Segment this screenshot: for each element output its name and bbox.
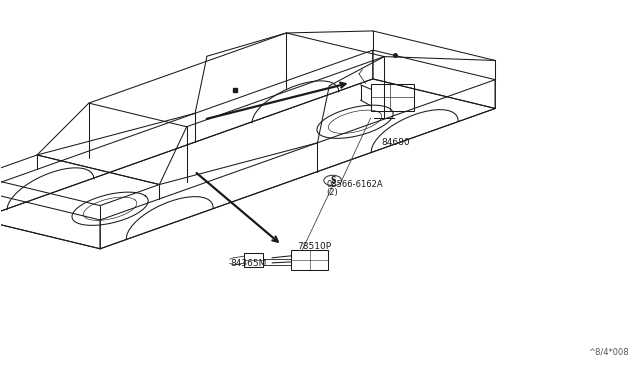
Text: 84680: 84680 bbox=[381, 138, 410, 147]
Text: S: S bbox=[330, 176, 335, 185]
Text: 08566-6162A: 08566-6162A bbox=[326, 180, 383, 189]
Text: (2): (2) bbox=[326, 188, 338, 197]
Text: 78510P: 78510P bbox=[298, 242, 332, 251]
Text: 84365M: 84365M bbox=[231, 259, 267, 268]
Text: ^8/4*008: ^8/4*008 bbox=[588, 347, 629, 357]
